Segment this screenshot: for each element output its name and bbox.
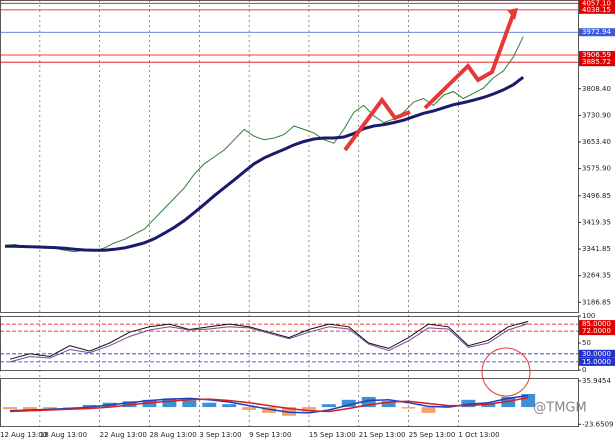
histogram-bar [521,394,536,408]
x-tick-label: 12 Aug 13:00 [0,431,47,439]
level-label: 30.0000 [582,350,611,358]
histogram-bar [42,407,57,409]
level-label-box [579,28,615,37]
y-tick-label: 0 [582,366,586,374]
y-tick-label: 3730.90 [582,111,611,119]
level-label: 15.0000 [582,358,611,366]
series-line [9,394,529,414]
x-tick-label: 1 Oct 13:00 [458,431,499,439]
series-line [9,320,529,360]
y-tick-label: 35.9454 [582,377,611,385]
histogram-bar [202,402,217,408]
arrow-path [343,96,411,152]
histogram-bar [2,407,17,410]
y-tick-label: 3419.35 [582,218,611,226]
histogram-bar [481,403,496,408]
level-label: 3906.59 [582,51,611,59]
y-tick-label: -23.6509 [582,420,613,428]
y-tick-label: 3808.40 [582,85,611,93]
histogram-bar [301,407,316,412]
histogram-bar [162,398,177,408]
y-tick-label: 3653.40 [582,138,611,146]
x-tick-label: 15 Sep 13:00 [309,431,356,439]
level-label-box [579,58,615,67]
x-tick-label: 3 Sep 13:00 [199,431,241,439]
histogram-bar [82,404,97,408]
histogram-bar [22,407,37,411]
histogram-bar [62,407,77,408]
y-tick-label: 100 [582,312,595,320]
x-tick-label: 25 Sep 13:00 [409,431,456,439]
x-tick-label: 18 Aug 13:00 [40,431,87,439]
panel-frame [0,378,579,427]
level-label: 72.0000 [582,327,611,335]
level-label: 4057.10 [582,0,611,7]
level-label: 3885.72 [582,58,611,66]
y-tick-label: 3575.90 [582,165,611,173]
histogram-bar [361,396,376,408]
level-label-box [579,320,615,329]
level-label-box [579,327,615,336]
annotations [343,8,531,397]
level-label-box [579,5,615,14]
level-label: 85.0000 [582,320,611,328]
histogram-bar [381,401,396,408]
y-tick-label: 50 [582,339,591,347]
level-label: 4038.15 [582,6,611,14]
histogram-bar [242,407,257,410]
histogram-bar [341,399,356,408]
y-tick-label: 3341.85 [582,245,611,253]
series-line [5,76,525,252]
y-tick-label: 3186.85 [582,298,611,306]
histogram-bar [222,404,237,408]
level-label-box [579,0,615,8]
x-tick-label: 28 Aug 13:00 [149,431,196,439]
panel-frame [0,0,579,313]
x-tick-label: 22 Aug 13:00 [100,431,147,439]
series-line [9,396,529,413]
level-label: 3972.94 [582,28,611,36]
watermark: @TMGM [533,401,586,416]
level-label-box [579,357,615,366]
histogram-bar [321,404,336,408]
histogram-bar [182,400,197,408]
histogram-bar [421,407,436,413]
highlight-circle [481,347,531,397]
series-line [9,323,529,363]
arrow-head [507,8,518,20]
x-tick-label: 21 Sep 13:00 [359,431,406,439]
level-label-box [579,349,615,358]
x-tick-label: 9 Sep 13:00 [249,431,291,439]
arrow-path [423,11,516,110]
y-tick-label: 3264.35 [582,272,611,280]
histogram-bar [401,407,416,409]
y-tick-label: 3496.85 [582,192,611,200]
level-label-box [579,51,615,60]
